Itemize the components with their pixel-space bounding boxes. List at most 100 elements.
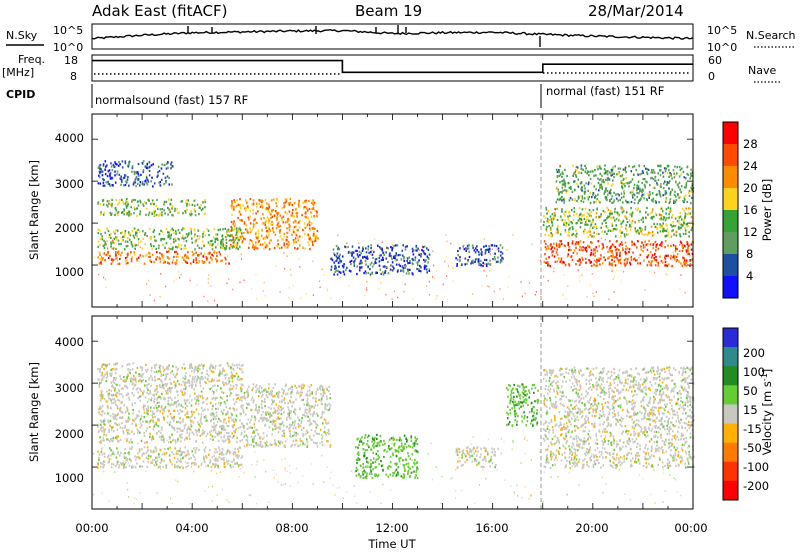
scatter-cell <box>114 416 117 419</box>
scatter-cell <box>108 392 110 395</box>
scatter-cell <box>606 173 609 176</box>
scatter-cell <box>101 447 103 450</box>
scatter-cell <box>652 178 655 181</box>
scatter-cell <box>595 200 597 203</box>
scatter-cell <box>156 198 158 201</box>
scatter-cell <box>610 216 612 219</box>
scatter-cell <box>456 263 458 266</box>
scatter-cell <box>623 183 625 186</box>
scatter-cell <box>610 172 613 175</box>
scatter-cell <box>459 256 461 259</box>
scatter-cell <box>658 191 661 194</box>
scatter-cell <box>264 221 267 224</box>
scatter-cell <box>628 219 631 222</box>
scatter-cell <box>239 419 241 422</box>
scatter-cell <box>679 211 681 215</box>
scatter-cell <box>182 420 184 423</box>
scatter-cell <box>561 180 563 183</box>
scatter-cell <box>564 182 567 185</box>
scatter-noise <box>288 296 290 299</box>
scatter-cell <box>667 254 669 257</box>
scatter-cell <box>115 238 118 241</box>
scatter-cell <box>155 363 158 366</box>
scatter-cell <box>203 448 206 451</box>
scatter-cell <box>160 178 163 181</box>
scatter-cell <box>102 198 105 202</box>
scatter-cell <box>211 397 214 401</box>
scatter-cell <box>643 165 646 168</box>
scatter-cell <box>102 163 105 166</box>
scatter-cell <box>185 454 187 457</box>
scatter-cell <box>552 217 554 220</box>
scatter-noise <box>670 245 672 247</box>
scatter-noise <box>442 283 444 286</box>
scatter-cell <box>110 399 112 402</box>
scatter-cell <box>165 162 168 165</box>
scatter-cell <box>122 379 125 382</box>
power-scatter <box>93 160 695 302</box>
scatter-cell <box>653 186 656 189</box>
scatter-cell <box>153 202 155 205</box>
scatter-cell <box>175 461 178 464</box>
scatter-cell <box>668 175 670 178</box>
scatter-cell <box>572 214 575 217</box>
scatter-cell <box>263 217 265 220</box>
scatter-cell <box>184 383 186 387</box>
scatter-cell <box>397 254 400 257</box>
scatter-cell <box>151 202 153 205</box>
scatter-cell <box>321 416 323 419</box>
scatter-cell <box>360 266 363 269</box>
scatter-cell <box>225 452 228 455</box>
scatter-cell <box>124 384 126 387</box>
scatter-cell <box>108 202 110 205</box>
scatter-cell <box>190 420 192 423</box>
scatter-cell <box>399 264 401 267</box>
scatter-noise <box>339 276 341 279</box>
scatter-cell <box>212 404 214 408</box>
scatter-cell <box>123 234 126 237</box>
scatter-cell <box>133 375 135 378</box>
scatter-cell <box>570 221 572 224</box>
scatter-cell <box>122 387 124 390</box>
scatter-cell <box>306 209 309 212</box>
scatter-cell <box>392 265 394 268</box>
scatter-cell <box>593 235 595 238</box>
scatter-cell <box>148 169 151 173</box>
scatter-cell <box>140 373 143 376</box>
scatter-cell <box>214 403 217 406</box>
scatter-cell <box>194 204 196 207</box>
scatter-cell <box>167 447 169 450</box>
scatter-cell <box>578 260 580 263</box>
scatter-cell <box>249 198 252 201</box>
scatter-cell <box>689 212 692 215</box>
scatter-cell <box>137 178 140 181</box>
scatter-cell <box>184 236 187 239</box>
scatter-cell <box>236 456 238 459</box>
scatter-cell <box>126 387 129 390</box>
scatter-cell <box>107 170 110 173</box>
scatter-cell <box>284 201 287 204</box>
scatter-cell <box>217 407 219 410</box>
scatter-cell <box>673 199 675 202</box>
scatter-noise <box>240 253 242 256</box>
scatter-cell <box>598 200 600 203</box>
scatter-cell <box>225 431 228 435</box>
scatter-cell <box>293 226 296 229</box>
scatter-cell <box>134 198 136 202</box>
scatter-noise <box>540 293 542 295</box>
scatter-cell <box>128 210 131 213</box>
scatter-cell <box>98 441 101 444</box>
scatter-cell <box>169 247 171 251</box>
scatter-cell <box>639 227 642 230</box>
scatter-cell <box>145 430 147 433</box>
scatter-cell <box>669 193 672 196</box>
scatter-cell <box>235 414 238 417</box>
scatter-cell <box>165 179 167 183</box>
scatter-cell <box>116 437 118 440</box>
scatter-cell <box>639 253 642 257</box>
scatter-cell <box>224 418 226 421</box>
scatter-cell <box>236 244 238 247</box>
scatter-cell <box>371 253 374 256</box>
scatter-cell <box>559 173 562 176</box>
scatter-noise <box>502 298 505 300</box>
